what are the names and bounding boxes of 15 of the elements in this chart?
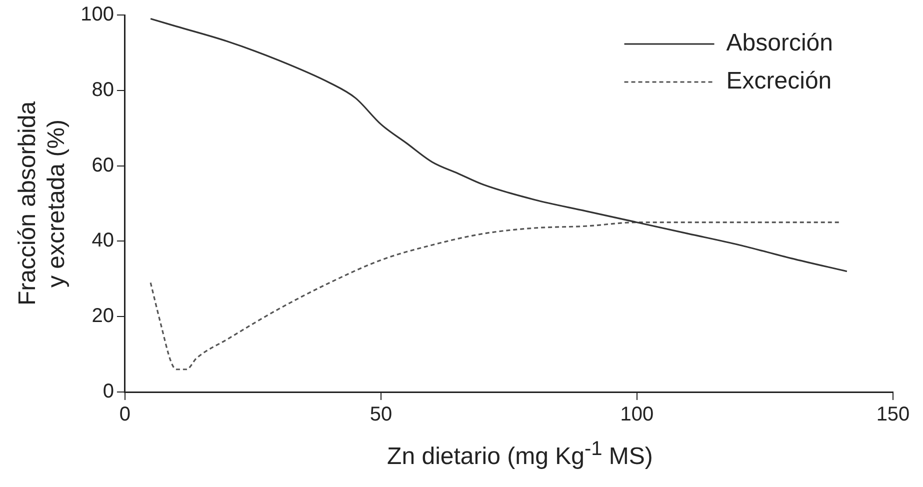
legend-label: Absorción xyxy=(726,30,834,57)
line-series xyxy=(150,18,848,272)
y-tick-label: 0 xyxy=(102,380,114,403)
y-tick-label: 20 xyxy=(92,305,114,328)
y-tick-label: 40 xyxy=(92,230,114,252)
y-tick-label: 100 xyxy=(80,4,114,26)
x-tick-label: 0 xyxy=(119,404,131,426)
y-tick-label: 60 xyxy=(92,154,114,176)
x-tick-label: 100 xyxy=(620,404,654,426)
x-tick-label: 50 xyxy=(370,404,392,426)
y-tick-label: 80 xyxy=(92,78,114,101)
y-axis-title: Fracción absorbida y excretada (%) xyxy=(14,100,70,306)
x-axis-title: Zn dietario (mg Kg$^{-1}$ MS) xyxy=(386,438,654,471)
legend-label: Excreción xyxy=(726,68,832,95)
x-tick-label: 150 xyxy=(876,404,910,426)
